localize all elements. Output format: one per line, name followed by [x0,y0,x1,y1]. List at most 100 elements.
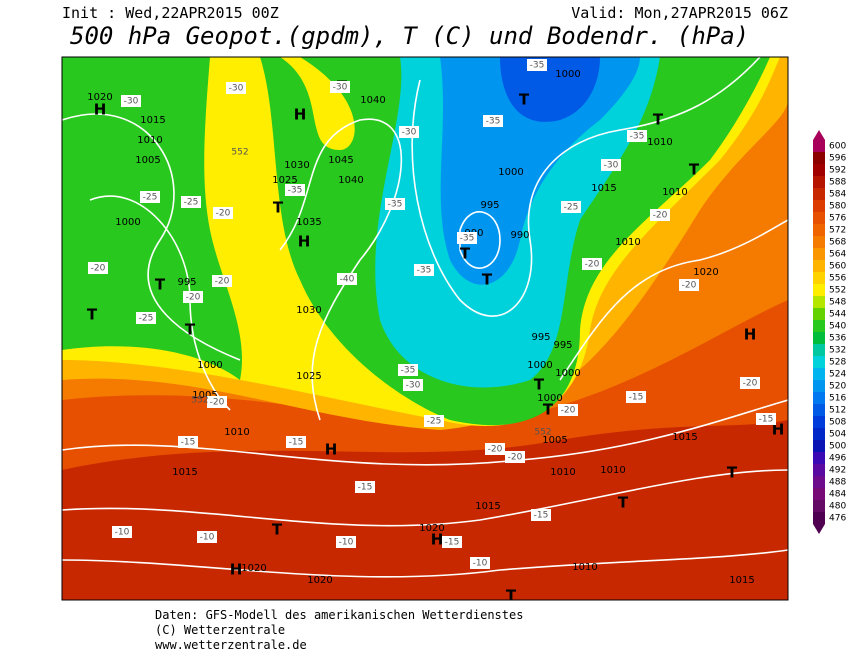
isobar-label: 995 [480,200,499,211]
pressure-center: T [543,401,554,419]
temperature-label-box [582,258,602,270]
colorbar-swatch [813,512,825,524]
init-time: Init : Wed,22APR2015 00Z [62,4,279,22]
colorbar-label: 536 [829,334,846,344]
isobar-label: 1015 [591,183,616,194]
pressure-center: T [272,521,283,539]
temperature-label: -20 [210,398,225,408]
colorbar-label: 488 [829,478,846,488]
temperature-label: -35 [630,132,645,142]
colorbar-swatch [813,356,825,368]
isobar-label: 1025 [272,175,297,186]
temperature-label-box [627,130,647,142]
temperature-label: -30 [402,128,417,138]
pressure-center: T [727,464,738,482]
temperature-label: -20 [561,406,576,416]
temperature-label: -40 [340,275,355,285]
pressure-center: T [460,245,471,263]
colorbar-label: 500 [829,442,846,452]
temperature-label-box [136,312,156,324]
colorbar-swatch [813,212,825,224]
temperature-label: -15 [534,511,549,521]
temperature-label: -30 [124,97,139,107]
temperature-label-box [285,184,305,196]
colorbar-swatch [813,404,825,416]
temperature-label: -35 [460,234,475,244]
pressure-center: T [618,494,629,512]
temperature-label-box [531,509,551,521]
temperature-label-box [88,262,108,274]
temperature-label-box [197,531,217,543]
temperature-label-box [337,273,357,285]
colorbar-label: 480 [829,502,846,512]
temperature-label: -35 [388,200,403,210]
isobar-label: 1010 [647,137,672,148]
isobar-label: 1000 [498,167,523,178]
map-frame [61,56,789,601]
temperature-label-box [414,264,434,276]
colorbar-swatch [813,416,825,428]
temperature-label-box [336,536,356,548]
colorbar-swatch [813,236,825,248]
temperature-label: -20 [488,445,503,455]
temperature-label-box [457,232,477,244]
temperature-label-box [181,196,201,208]
colorbar-swatch [813,140,825,152]
temperature-label: -20 [216,209,231,219]
temperature-label-box [212,275,232,287]
isobar-label: 1015 [475,501,500,512]
website: www.wetterzentrale.de [155,638,307,652]
isobar-label: 1025 [296,371,321,382]
colorbar-label: 540 [829,322,846,332]
pressure-center: T [506,587,517,605]
valid-time: Valid: Mon,27APR2015 06Z [571,4,788,22]
isobar-label: 1010 [572,562,597,573]
temperature-label-box [183,291,203,303]
colorbar-label: 592 [829,166,846,176]
pressure-center: T [155,276,166,294]
temperature-label: -20 [743,379,758,389]
isobar-label: 1000 [555,69,580,80]
temperature-label: -35 [417,266,432,276]
temperature-label-box [399,126,419,138]
isobar-label: 1015 [672,432,697,443]
temperature-label: -20 [508,453,523,463]
pressure-center: T [689,161,700,179]
temperature-label-box [213,207,233,219]
pressure-center: H [298,233,311,251]
isobar-label: 1000 [555,368,580,379]
colorbar-label: 588 [829,178,846,188]
colorbar-label: 492 [829,466,846,476]
temperature-label: -25 [184,198,199,208]
colorbar-swatch [813,488,825,500]
temperature-label: -25 [143,193,158,203]
temperature-label-box [485,443,505,455]
colorbar-label: 524 [829,370,846,380]
colorbar-label: 504 [829,430,846,440]
isobar-label: 1040 [360,95,385,106]
pressure-center: T [653,111,664,129]
isobar-label: 1000 [115,217,140,228]
temperature-label-box [330,81,350,93]
temperature-label: -20 [682,281,697,291]
colorbar-label: 512 [829,406,846,416]
colorbar-label: 568 [829,238,846,248]
temperature-label-box [561,201,581,213]
temperature-label: -15 [629,393,644,403]
temperature-label-box [286,436,306,448]
isobar-label: 1015 [729,575,754,586]
temperature-label: -30 [333,83,348,93]
temperature-label-box [470,557,490,569]
pressure-center: H [94,101,107,119]
temperature-label: -10 [339,538,354,548]
geopotential-label: 552 [231,148,248,158]
colorbar-swatch [813,200,825,212]
temperature-label: -35 [288,186,303,196]
geopotential-label: 552 [534,428,551,438]
temperature-label: -25 [564,203,579,213]
colorbar-label: 544 [829,310,846,320]
pressure-center: T [482,271,493,289]
colorbar-swatch [813,332,825,344]
colorbar-label: 596 [829,154,846,164]
colorbar-label: 584 [829,190,846,200]
